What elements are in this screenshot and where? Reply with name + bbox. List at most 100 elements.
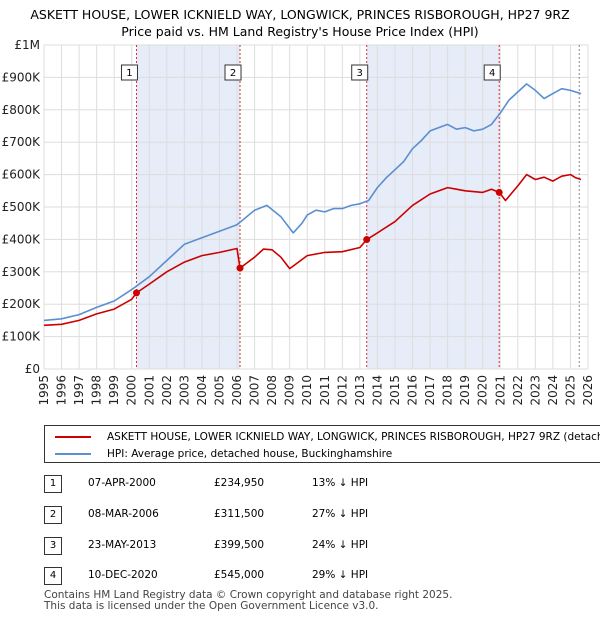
transaction-point <box>236 264 244 272</box>
x-tick-label: 2024 <box>546 375 560 406</box>
hpi-line <box>43 83 582 322</box>
y-tick-label: £200K <box>2 297 42 311</box>
row-price: £545,000 <box>214 569 265 581</box>
x-tick-label: 1999 <box>107 375 121 406</box>
y-tick-label: £1M <box>14 38 40 52</box>
transaction-label-box <box>120 64 138 81</box>
series-lines <box>43 83 582 327</box>
row-hpi-diff: 24% ↓ HPI <box>312 539 369 551</box>
legend-label-property: ASKETT HOUSE, LOWER ICKNIELD WAY, LONGWI… <box>107 431 600 443</box>
x-tick-label: 2017 <box>423 375 437 406</box>
price-chart: 1 2 3 4 £0 £100K £200K £300K £400K £500K £600K £70… <box>2 38 595 406</box>
legend: ASKETT HOUSE, LOWER ICKNIELD WAY, LONGWI… <box>44 425 600 463</box>
transaction-label: 3 <box>351 64 369 81</box>
x-tick-label: 2004 <box>195 375 209 406</box>
table-row: 3 23-MAY-2013 £399,500 24% ↓ HPI <box>44 537 584 555</box>
x-tick-label: 1997 <box>72 375 86 406</box>
transaction-labels: 1 2 3 4 <box>120 64 501 81</box>
footer-copyright: Contains HM Land Registry data © Crown c… <box>44 589 453 601</box>
row-number-badge: 2 <box>44 506 62 524</box>
legend-item-hpi: HPI: Average price, detached house, Buck… <box>55 446 392 462</box>
transaction-label: 2 <box>224 64 242 81</box>
property-price-line <box>43 173 582 327</box>
title-line-1: ASKETT HOUSE, LOWER ICKNIELD WAY, LONGWI… <box>30 7 570 22</box>
footer: Contains HM Land Registry data © Crown c… <box>44 590 452 612</box>
y-tick-label: £400K <box>2 232 42 246</box>
y-tick-label: £900K <box>2 70 42 84</box>
y-tick-label: £100K <box>2 330 42 344</box>
grid-lines <box>43 44 589 370</box>
row-date: 07-APR-2000 <box>88 477 156 489</box>
x-tick-label: 2008 <box>265 375 279 406</box>
y-axis-ticks: £0 £100K £200K £300K £400K £500K £600K £700K £80… <box>2 38 42 376</box>
row-number-badge: 3 <box>44 537 62 555</box>
x-tick-label: 2016 <box>406 375 420 406</box>
transaction-label-text: 2 <box>230 68 236 79</box>
transaction-label-box <box>224 64 242 81</box>
row-number-badge: 1 <box>44 475 62 493</box>
x-tick-label: 2023 <box>528 375 542 406</box>
x-tick-label: 2013 <box>353 375 367 406</box>
x-tick-label: 1998 <box>90 375 104 406</box>
x-tick-label: 2003 <box>177 375 191 406</box>
row-date: 10-DEC-2020 <box>88 569 158 581</box>
x-tick-label: 2001 <box>142 375 156 406</box>
x-tick-label: 2010 <box>300 375 314 406</box>
x-tick-label: 2022 <box>511 375 525 406</box>
x-tick-label: 2014 <box>370 375 384 406</box>
y-tick-label: £600K <box>2 168 42 182</box>
transaction-lines <box>135 45 580 369</box>
transaction-point <box>363 236 371 244</box>
y-tick-label: £800K <box>2 103 42 117</box>
transaction-label-text: 1 <box>126 68 132 79</box>
x-tick-label: 2018 <box>441 375 455 406</box>
transaction-label-text: 4 <box>489 68 495 79</box>
transaction-points <box>132 188 503 297</box>
legend-swatch-property <box>55 436 91 438</box>
chart-title: ASKETT HOUSE, LOWER ICKNIELD WAY, LONGWI… <box>0 6 600 40</box>
x-tick-label: 2020 <box>476 375 490 406</box>
transaction-label-box <box>483 64 501 81</box>
table-row: 2 08-MAR-2006 £311,500 27% ↓ HPI <box>44 506 584 524</box>
x-tick-label: 2009 <box>283 375 297 406</box>
transaction-point <box>132 289 140 297</box>
legend-item-property: ASKETT HOUSE, LOWER ICKNIELD WAY, LONGWI… <box>55 429 600 445</box>
legend-label-hpi: HPI: Average price, detached house, Buck… <box>107 448 393 460</box>
x-tick-label: 2002 <box>160 375 174 406</box>
x-tick-label: 2019 <box>458 375 472 406</box>
row-date: 08-MAR-2006 <box>88 508 159 520</box>
x-tick-label: 2005 <box>212 375 226 406</box>
table-row: 4 10-DEC-2020 £545,000 29% ↓ HPI <box>44 567 584 585</box>
transaction-point <box>495 188 503 196</box>
x-tick-label: 2011 <box>318 375 332 406</box>
y-tick-label: £700K <box>2 135 42 149</box>
footer-licence: This data is licensed under the Open Gov… <box>44 600 379 612</box>
transaction-label: 4 <box>483 64 501 81</box>
row-price: £234,950 <box>214 477 265 489</box>
x-tick-label: 2000 <box>125 375 139 406</box>
row-number-badge: 4 <box>44 567 62 585</box>
x-tick-label: 2021 <box>493 375 507 406</box>
y-tick-label: £300K <box>2 265 42 279</box>
x-tick-label: 2026 <box>581 375 595 406</box>
table-row: 1 07-APR-2000 £234,950 13% ↓ HPI <box>44 475 584 493</box>
transaction-label-box <box>351 64 369 81</box>
y-tick-label: £0 <box>25 362 40 376</box>
row-hpi-diff: 27% ↓ HPI <box>312 508 369 520</box>
x-axis-ticks: 1995 1996 1997 1998 1999 2000 2001 2002 2003 2004… <box>37 375 595 406</box>
row-hpi-diff: 13% ↓ HPI <box>312 477 369 489</box>
x-tick-label: 2006 <box>230 375 244 406</box>
row-hpi-diff: 29% ↓ HPI <box>312 569 369 581</box>
x-tick-label: 1995 <box>37 375 51 406</box>
title-line-2: Price paid vs. HM Land Registry's House … <box>121 24 479 39</box>
x-tick-label: 1996 <box>55 375 69 406</box>
x-tick-label: 2025 <box>563 375 577 406</box>
x-tick-label: 2007 <box>248 375 262 406</box>
transaction-label-text: 3 <box>357 68 363 79</box>
row-price: £311,500 <box>214 508 265 520</box>
transaction-label: 1 <box>120 64 138 81</box>
x-tick-label: 2015 <box>388 375 402 406</box>
legend-swatch-hpi <box>55 453 91 455</box>
x-tick-label: 2012 <box>335 375 349 406</box>
y-tick-label: £500K <box>2 200 42 214</box>
